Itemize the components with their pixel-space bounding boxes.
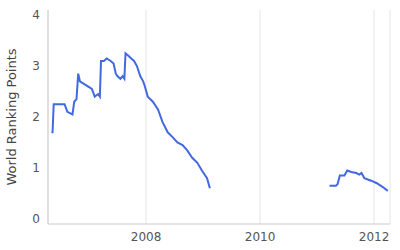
- svg-text:0: 0: [32, 212, 40, 226]
- svg-text:2008: 2008: [131, 230, 162, 244]
- svg-text:4: 4: [32, 8, 40, 22]
- svg-text:1: 1: [32, 161, 40, 175]
- svg-text:2012: 2012: [359, 230, 390, 244]
- svg-text:World Ranking Points: World Ranking Points: [8, 48, 19, 185]
- svg-text:2: 2: [32, 110, 40, 124]
- svg-text:2010: 2010: [245, 230, 276, 244]
- svg-text:3: 3: [32, 59, 40, 73]
